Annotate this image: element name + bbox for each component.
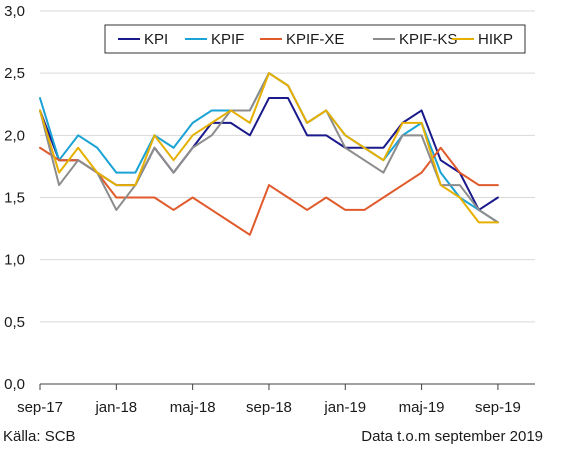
y-axis-tick-labels: 0,0 0,5 1,0 1,5 2,0 2,5 3,0: [4, 3, 25, 393]
series-line-kpif-xe: [39, 146, 499, 236]
y-tick-label: 2,5: [4, 65, 25, 82]
x-tick-label: maj-18: [170, 399, 216, 416]
legend-label-kpif-ks: KPIF-KS: [399, 31, 457, 48]
x-tick-label: jan-19: [323, 399, 366, 416]
x-tick-label: jan-18: [94, 399, 137, 416]
x-tick-label: maj-19: [399, 399, 445, 416]
x-axis-tick-labels: sep-17 jan-18 maj-18 sep-18 jan-19 maj-19 sep-…: [17, 399, 521, 416]
legend-label-kpif: KPIF: [211, 31, 244, 48]
x-axis: [39, 383, 535, 390]
y-tick-label: 3,0: [4, 3, 25, 20]
series-line-hikp: [39, 72, 499, 224]
x-tick-label: sep-17: [17, 399, 63, 416]
legend: KPI KPIF KPIF-XE KPIF-KS HIKP: [104, 24, 526, 54]
y-tick-label: 0,5: [4, 314, 25, 331]
x-tick-label: sep-18: [246, 399, 292, 416]
line-chart: 0,0 0,5 1,0 1,5 2,0 2,5 3,0 sep-17 jan-18 maj-18…: [4, 3, 535, 416]
legend-label-hikp: HIKP: [478, 31, 513, 48]
source-note: Källa: SCB: [3, 428, 76, 445]
legend-label-kpi: KPI: [144, 31, 168, 48]
y-tick-label: 0,0: [4, 376, 25, 393]
y-tick-label: 1,5: [4, 190, 25, 207]
grid-lines: [40, 10, 535, 323]
y-tick-label: 1,0: [4, 252, 25, 269]
legend-label-kpif-xe: KPIF-XE: [286, 31, 344, 48]
series-lines: [39, 72, 499, 236]
x-tick-label: sep-19: [475, 399, 521, 416]
data-period-note: Data t.o.m september 2019: [361, 428, 543, 445]
y-tick-label: 2,0: [4, 127, 25, 144]
